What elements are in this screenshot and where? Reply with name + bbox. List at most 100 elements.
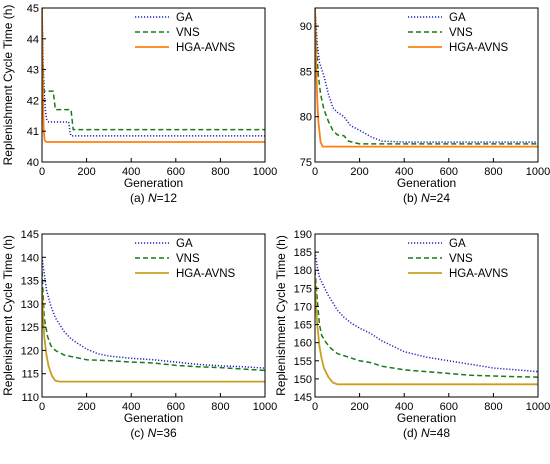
legend: GA VNS HGA-AVNS <box>135 238 236 280</box>
y-tick-label: 40 <box>27 157 39 169</box>
caption-prefix: (c) <box>130 426 147 440</box>
legend-label: GA <box>176 238 193 250</box>
caption-prefix: (d) <box>403 426 421 440</box>
y-tick-label: 190 <box>294 229 312 241</box>
series-line-hga-avns <box>42 289 265 383</box>
x-tick-label: 600 <box>167 166 185 178</box>
series-line-ga <box>42 257 265 369</box>
x-axis-label: Generation <box>124 411 183 425</box>
x-tick-label: 1000 <box>253 401 277 413</box>
caption-value: =24 <box>430 191 451 205</box>
y-tick-label: 41 <box>27 126 39 138</box>
x-tick-label: 600 <box>167 401 185 413</box>
caption-prefix: (b) <box>403 191 421 205</box>
y-tick-label: 180 <box>294 265 312 277</box>
y-tick-label: 85 <box>300 66 312 78</box>
caption-value: =48 <box>430 426 451 440</box>
y-axis-label: Replenishment Cycle Time (h) <box>274 235 288 396</box>
legend-label: VNS <box>449 27 473 39</box>
x-tick-label: 400 <box>395 401 413 413</box>
legend-label: GA <box>176 12 193 24</box>
y-tick-label: 150 <box>294 374 312 386</box>
caption-value: =36 <box>156 426 177 440</box>
x-tick-label: 1000 <box>526 401 550 413</box>
y-tick-label: 120 <box>21 345 39 357</box>
y-tick-label: 145 <box>294 392 312 404</box>
y-tick-label: 80 <box>300 112 312 124</box>
y-tick-label: 43 <box>27 65 39 77</box>
legend: GA VNS HGA-AVNS <box>408 12 509 54</box>
legend-label: HGA-AVNS <box>176 42 236 54</box>
plot-frame <box>314 7 539 163</box>
panel-caption: (a) N=12 <box>130 191 177 205</box>
x-tick-label: 200 <box>77 166 95 178</box>
legend-label: HGA-AVNS <box>449 268 509 280</box>
series-line-ga <box>315 8 538 143</box>
legend: GA VNS HGA-AVNS <box>408 238 509 280</box>
x-tick-label: 1000 <box>526 166 550 178</box>
x-axis-label: Generation <box>397 176 456 190</box>
y-tick-label: 135 <box>21 276 39 288</box>
series-line-vns <box>42 271 265 372</box>
chart-panel: 0 200 400 600 800 1000 145 150 155 160 165 170 175 18… <box>274 229 550 440</box>
y-tick-label: 145 <box>21 229 39 241</box>
plot-frame <box>314 233 539 398</box>
series-line-hga-avns <box>42 8 265 143</box>
legend-label: HGA-AVNS <box>449 42 509 54</box>
series-group <box>42 257 265 383</box>
caption-value: =12 <box>157 191 178 205</box>
legend-label: GA <box>449 12 466 24</box>
x-tick-label: 200 <box>77 401 95 413</box>
chart-panel: 0 200 400 600 800 1000 110 115 120 125 130 135 140 14… <box>1 229 277 440</box>
legend: GA VNS HGA-AVNS <box>135 12 236 54</box>
caption-prefix: (a) <box>130 191 148 205</box>
x-tick-label: 0 <box>39 166 45 178</box>
x-tick-label: 400 <box>395 166 413 178</box>
series-line-hga-avns <box>315 8 538 148</box>
series-line-vns <box>42 8 265 131</box>
y-tick-label: 165 <box>294 320 312 332</box>
panel-caption: (d) N=48 <box>403 426 450 440</box>
y-tick-label: 125 <box>21 322 39 334</box>
caption-variable: N <box>148 426 157 440</box>
x-axis-label: Generation <box>124 176 183 190</box>
panel-caption: (c) N=36 <box>130 426 177 440</box>
y-tick-label: 45 <box>27 3 39 15</box>
legend-label: HGA-AVNS <box>176 268 236 280</box>
x-tick-label: 800 <box>211 166 229 178</box>
series-group <box>315 251 538 386</box>
x-tick-label: 800 <box>484 401 502 413</box>
x-tick-label: 0 <box>312 401 318 413</box>
y-tick-label: 44 <box>27 34 39 46</box>
y-axis-label: Replenishment Cycle Time (h) <box>1 235 15 396</box>
caption-variable: N <box>421 191 430 205</box>
series-line-vns <box>315 270 538 378</box>
y-tick-label: 42 <box>27 95 39 107</box>
y-tick-label: 160 <box>294 338 312 350</box>
legend-label: VNS <box>449 253 473 265</box>
x-tick-label: 200 <box>350 166 368 178</box>
y-tick-label: 115 <box>21 369 39 381</box>
y-tick-label: 155 <box>294 356 312 368</box>
y-tick-label: 75 <box>300 157 312 169</box>
y-tick-label: 170 <box>294 301 312 313</box>
x-tick-label: 600 <box>440 166 458 178</box>
y-tick-label: 140 <box>21 252 39 264</box>
y-tick-label: 185 <box>294 247 312 259</box>
legend-label: VNS <box>176 27 200 39</box>
y-tick-label: 130 <box>21 299 39 311</box>
series-line-ga <box>42 8 265 137</box>
x-tick-label: 800 <box>211 401 229 413</box>
legend-label: VNS <box>176 253 200 265</box>
chart-panel: 0 200 400 600 800 1000 75 80 85 90 Generation(b) N… <box>300 7 550 205</box>
chart-panel: 0 200 400 600 800 1000 40 41 42 43 44 45 Generation R… <box>1 3 277 205</box>
caption-variable: N <box>421 426 430 440</box>
x-tick-label: 800 <box>484 166 502 178</box>
series-line-hga-avns <box>315 277 538 386</box>
plot-frame <box>41 7 266 163</box>
y-tick-label: 90 <box>300 21 312 33</box>
x-tick-label: 1000 <box>253 166 277 178</box>
x-tick-label: 200 <box>350 401 368 413</box>
x-axis-label: Generation <box>397 411 456 425</box>
